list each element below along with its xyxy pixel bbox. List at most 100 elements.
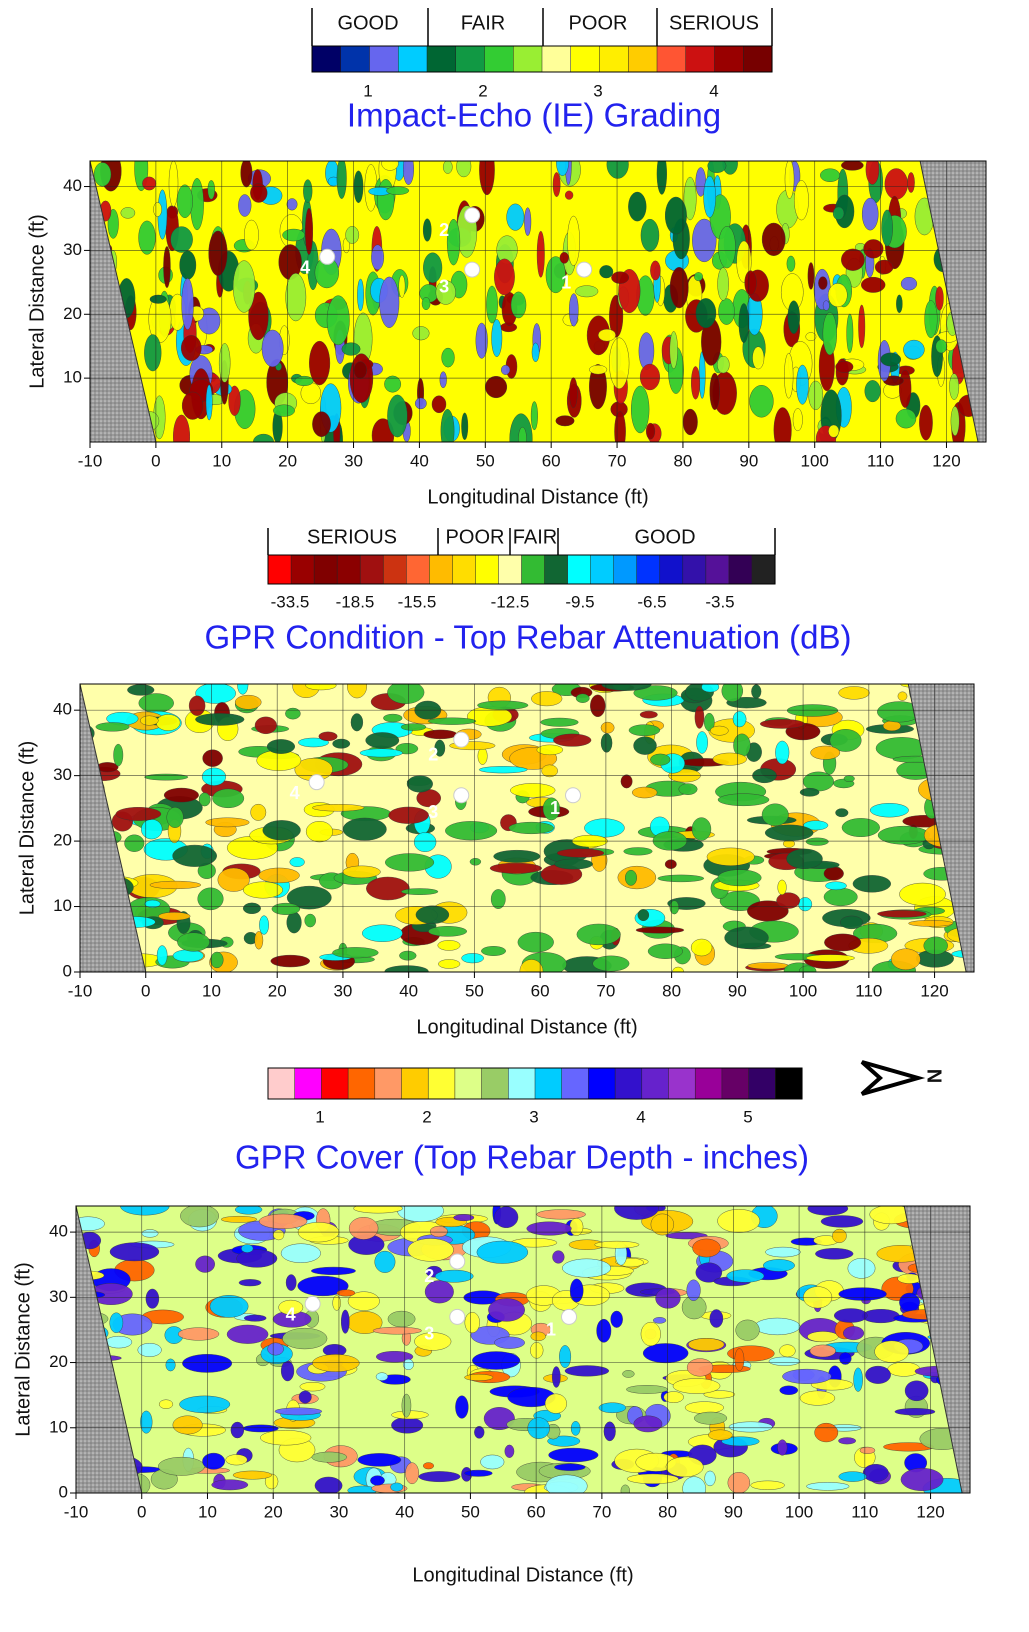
contour-patch bbox=[365, 732, 400, 749]
contour-patch bbox=[259, 915, 269, 935]
contour-patch bbox=[548, 1447, 599, 1463]
contour-patch bbox=[882, 720, 902, 732]
contour-patch bbox=[230, 1421, 245, 1439]
contour-patch bbox=[429, 1225, 448, 1238]
contour-patch bbox=[303, 179, 313, 203]
contour-patch bbox=[232, 260, 256, 313]
contour-patch bbox=[414, 1332, 452, 1351]
x-tick-label: 40 bbox=[410, 451, 429, 470]
contour-patch bbox=[775, 740, 790, 765]
contour-patch bbox=[678, 783, 698, 795]
contour-patch bbox=[894, 1408, 936, 1416]
y-tick-label: 20 bbox=[63, 304, 82, 323]
contour-patch bbox=[694, 272, 703, 282]
contour-patch bbox=[622, 1370, 635, 1378]
colorbar-band-label: FAIR bbox=[513, 526, 557, 548]
contour-patch bbox=[228, 385, 241, 416]
x-tick-label: 70 bbox=[596, 981, 615, 1000]
contour-patch bbox=[387, 394, 408, 438]
contour-patch bbox=[211, 1479, 249, 1491]
contour-patch bbox=[481, 946, 506, 956]
contour-patch bbox=[530, 401, 538, 431]
contour-patch bbox=[95, 722, 130, 732]
contour-patch bbox=[401, 1393, 412, 1418]
contour-patch bbox=[924, 300, 938, 339]
contour-patch bbox=[683, 176, 697, 221]
contour-patch bbox=[531, 691, 563, 707]
contour-patch bbox=[919, 404, 933, 441]
contour-patch bbox=[212, 788, 245, 809]
contour-patch bbox=[170, 226, 193, 253]
contour-patch bbox=[555, 415, 575, 427]
colorbar-tick-label: 3 bbox=[529, 1107, 538, 1126]
contour-patch bbox=[650, 260, 661, 281]
contour-patch bbox=[407, 1238, 454, 1262]
contour-patch bbox=[556, 848, 605, 858]
x-tick-label: -10 bbox=[68, 981, 93, 1000]
colorbar-cell bbox=[588, 1067, 616, 1100]
colorbar-band-label: FAIR bbox=[461, 12, 505, 34]
contour-patch bbox=[234, 694, 262, 710]
contour-patch bbox=[877, 910, 927, 918]
contour-patch bbox=[480, 1454, 505, 1470]
x-tick-label: 80 bbox=[662, 981, 681, 1000]
contour-field bbox=[90, 161, 979, 442]
contour-patch bbox=[823, 866, 844, 881]
contour-patch bbox=[415, 905, 450, 924]
colorbar-cell bbox=[313, 554, 338, 585]
colorbar-cell bbox=[321, 1067, 349, 1100]
contour-patch bbox=[712, 752, 747, 766]
contour-patch bbox=[258, 1213, 308, 1229]
contour-patch bbox=[418, 1471, 461, 1483]
contour-patch bbox=[881, 209, 893, 247]
contour-patch bbox=[262, 820, 301, 841]
chart-title: Impact-Echo (IE) Grading bbox=[347, 97, 721, 134]
contour-patch bbox=[858, 304, 866, 349]
colorbar-cell bbox=[481, 1067, 509, 1100]
core-location bbox=[561, 1308, 578, 1325]
colorbar-cell bbox=[267, 554, 292, 585]
contour-patch bbox=[764, 824, 814, 841]
core-label: 2 bbox=[428, 744, 438, 764]
contour-patch bbox=[824, 933, 862, 952]
contour-patch bbox=[798, 965, 817, 972]
x-tick-label: 70 bbox=[592, 1502, 611, 1521]
contour-patch bbox=[597, 328, 616, 342]
contour-patch bbox=[600, 733, 613, 753]
y-tick-label: 30 bbox=[53, 765, 72, 784]
contour-patch bbox=[437, 940, 461, 951]
contour-patch bbox=[137, 1343, 162, 1357]
core-location bbox=[449, 1253, 466, 1270]
contour-patch bbox=[694, 705, 705, 729]
contour-patch bbox=[442, 161, 453, 174]
contour-patch bbox=[895, 408, 917, 429]
contour-patch bbox=[427, 717, 477, 725]
contour-patch bbox=[285, 1274, 297, 1291]
contour-patch bbox=[718, 298, 735, 325]
contour-patch bbox=[494, 1206, 519, 1228]
x-tick-label: 90 bbox=[728, 981, 747, 1000]
contour-patch bbox=[728, 1421, 773, 1433]
contour-patch bbox=[115, 807, 162, 821]
y-tick-label: 10 bbox=[63, 368, 82, 387]
contour-patch bbox=[865, 1365, 891, 1384]
contour-patch bbox=[372, 1326, 422, 1335]
contour-patch bbox=[773, 407, 792, 442]
core-label: 2 bbox=[439, 220, 449, 240]
contour-patch bbox=[684, 1401, 724, 1414]
x-tick-label: 50 bbox=[465, 981, 484, 1000]
contour-patch bbox=[908, 920, 954, 927]
contour-patch bbox=[590, 694, 606, 717]
contour-patch bbox=[270, 954, 310, 968]
contour-patch bbox=[461, 412, 469, 440]
colorbar-cell bbox=[685, 45, 716, 73]
contour-patch bbox=[250, 803, 267, 821]
contour-patch bbox=[304, 913, 316, 928]
contour-patch bbox=[799, 1390, 836, 1406]
contour-patch bbox=[350, 713, 364, 732]
colorbar-tick-label: -18.5 bbox=[336, 592, 375, 611]
contour-patch bbox=[266, 739, 295, 754]
contour-patch bbox=[177, 932, 210, 952]
colorbar-cell bbox=[751, 554, 776, 585]
